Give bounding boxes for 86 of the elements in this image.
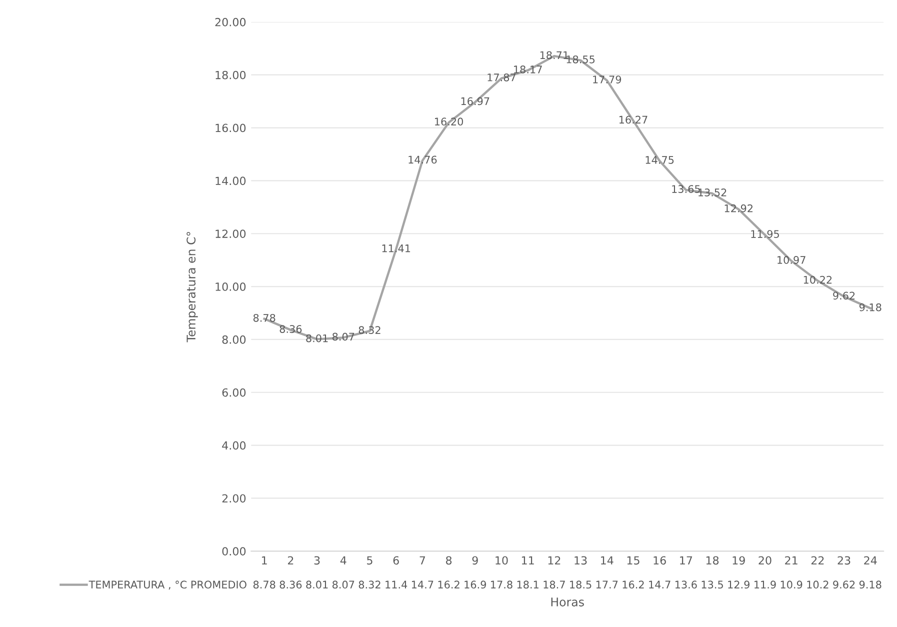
y-tick-label: 20.00 — [215, 18, 246, 26]
data-label: 13.52 — [698, 188, 726, 196]
x-tick-label: 16 — [654, 556, 666, 565]
x-tick-label: 3 — [314, 556, 320, 565]
data-label: 10.22 — [804, 276, 832, 284]
data-label: 9.62 — [833, 292, 855, 300]
x-tick-label: 23 — [838, 556, 850, 565]
text: 13.5 — [702, 580, 723, 589]
text: 12.9 — [728, 580, 750, 589]
data-label: 10.97 — [778, 256, 806, 264]
data-label: 12.92 — [724, 204, 752, 212]
text: 18.1 — [517, 580, 538, 589]
data-label: 18.55 — [566, 55, 595, 64]
data-label: 18.71 — [540, 51, 568, 60]
data-label: 11.95 — [751, 230, 779, 238]
data-label: 11.41 — [382, 244, 410, 252]
text: 8.01 — [306, 580, 328, 589]
y-axis-title: Temperatura en C° — [186, 232, 198, 342]
x-tick-label: 12 — [548, 556, 560, 564]
legend-label: TEMPERATURA , °C PROMEDIO — [88, 580, 246, 590]
data-label: 8.32 — [358, 326, 380, 334]
x-tick-label: 18 — [706, 556, 719, 565]
x-tick-label: 15 — [627, 556, 640, 565]
text: 18.7 — [544, 580, 565, 589]
text: 14.7 — [412, 580, 434, 588]
x-tick-label: 17 — [680, 556, 692, 564]
x-tick-label: 1 — [262, 556, 267, 564]
x-tick-label: 20 — [758, 556, 772, 565]
data-label: 8.01 — [306, 334, 328, 342]
x-tick-label: 13 — [574, 556, 587, 565]
x-tick-label: 22 — [811, 556, 824, 564]
x-tick-label: 19 — [732, 556, 745, 565]
text: 16.2 — [622, 580, 644, 589]
x-tick-label: 4 — [340, 556, 346, 564]
text: 13.6 — [675, 580, 697, 589]
y-tick-label: 10.00 — [216, 282, 246, 291]
text: 18.5 — [570, 580, 592, 589]
y-tick-label: 6.00 — [222, 388, 246, 397]
text: 11.4 — [386, 580, 408, 588]
y-tick-label: 18.00 — [216, 70, 246, 80]
data-label: 8.78 — [253, 314, 276, 322]
text: 8.32 — [358, 580, 380, 589]
text: 10.2 — [807, 580, 828, 589]
data-label: 17.87 — [488, 73, 516, 82]
x-tick-label: 24 — [864, 556, 877, 564]
data-label: 18.17 — [514, 66, 542, 74]
text: 16.2 — [438, 580, 460, 589]
x-tick-label: 14 — [601, 556, 614, 564]
text: 8.07 — [332, 580, 354, 589]
x-tick-label: 11 — [522, 556, 534, 564]
data-label: 16.27 — [619, 116, 648, 124]
text: 10.9 — [780, 580, 802, 589]
x-tick-label: 9 — [472, 556, 478, 565]
data-label: 13.65 — [672, 185, 700, 193]
text: 8.78 — [253, 580, 276, 589]
data-label: 16.97 — [461, 97, 490, 106]
text: 11.9 — [754, 580, 776, 589]
data-label: 14.76 — [408, 156, 437, 164]
x-tick-label: 5 — [367, 556, 372, 565]
text: 17.7 — [596, 580, 618, 588]
data-label: 8.07 — [332, 332, 354, 341]
x-tick-label: 8 — [446, 556, 452, 565]
text: 16.9 — [464, 580, 486, 589]
y-tick-label: 16.00 — [216, 124, 246, 132]
x-axis-title: Horas — [551, 598, 584, 606]
y-tick-label: 4.00 — [222, 441, 246, 450]
x-tick-label: 21 — [785, 556, 798, 564]
data-label: 17.79 — [593, 76, 622, 84]
text: 9.62 — [833, 580, 855, 589]
data-label: 9.18 — [859, 303, 882, 312]
data-label: 8.36 — [280, 325, 302, 333]
x-tick-label: 7 — [420, 556, 426, 564]
y-tick-label: 8.00 — [222, 335, 246, 344]
y-tick-label: 0.00 — [222, 547, 246, 556]
x-tick-label: 2 — [288, 556, 294, 564]
y-tick-label: 12.00 — [216, 230, 246, 238]
x-tick-label: 6 — [393, 556, 399, 565]
data-label: 14.75 — [646, 156, 674, 164]
y-tick-label: 2.00 — [222, 494, 246, 503]
text: 9.18 — [859, 580, 882, 589]
text: 8.36 — [280, 580, 302, 589]
x-tick-label: 10 — [496, 556, 508, 565]
text: 14.7 — [649, 580, 670, 588]
data-label: 16.20 — [435, 118, 463, 126]
text: 17.8 — [491, 580, 512, 589]
y-tick-label: 14.00 — [216, 176, 246, 186]
